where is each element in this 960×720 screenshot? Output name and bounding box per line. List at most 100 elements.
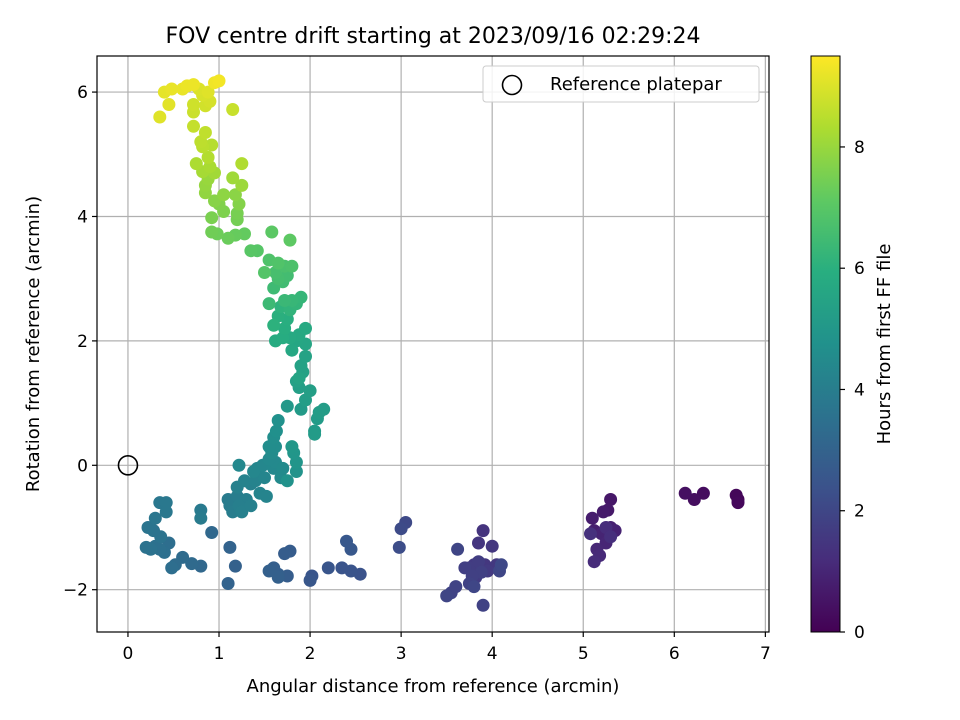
data-point: [198, 126, 212, 139]
data-point: [221, 231, 235, 245]
data-point: [285, 343, 299, 357]
data-point: [259, 489, 273, 503]
data-point: [303, 573, 317, 587]
data-point: [278, 294, 292, 307]
y-axis-label: Rotation from reference (arcmin): [23, 196, 44, 492]
data-point: [267, 318, 281, 332]
colorbar-tick-label: 6: [854, 259, 865, 279]
data-point: [731, 496, 745, 510]
data-point: [262, 564, 276, 578]
data-point: [340, 534, 353, 548]
data-points: [139, 74, 745, 612]
data-point: [159, 496, 173, 510]
data-point: [139, 540, 153, 554]
data-point: [278, 547, 292, 561]
data-point: [228, 559, 242, 573]
data-point: [467, 580, 481, 594]
colorbar-tick-label: 8: [854, 138, 865, 158]
data-point: [165, 561, 179, 575]
data-point: [212, 74, 226, 88]
data-point: [289, 465, 303, 478]
data-point: [205, 225, 219, 239]
y-tick-label: 6: [77, 83, 88, 103]
data-point: [262, 297, 276, 311]
data-point: [235, 157, 249, 171]
colorbar-tick-label: 4: [854, 380, 865, 400]
legend-box: [482, 65, 760, 103]
x-tick-label: 5: [578, 644, 589, 664]
data-point: [271, 570, 285, 584]
y-tick-label: 2: [77, 332, 88, 352]
data-point: [217, 188, 231, 202]
data-point: [335, 561, 349, 575]
reference-platepar-marker: [117, 454, 139, 476]
data-point: [285, 259, 299, 273]
data-point: [235, 505, 249, 519]
data-point: [584, 527, 597, 541]
data-point: [226, 171, 240, 185]
data-point: [148, 511, 162, 525]
data-point: [285, 440, 299, 454]
data-point: [226, 103, 240, 116]
data-point: [271, 256, 285, 270]
legend-open-circle-icon: [501, 74, 523, 96]
data-point: [472, 555, 485, 569]
data-point: [604, 493, 618, 506]
data-point: [269, 424, 283, 438]
data-point: [451, 542, 465, 556]
data-point: [159, 505, 173, 519]
y-tick-label: 0: [77, 456, 88, 476]
data-point: [223, 540, 237, 554]
data-point: [189, 157, 203, 171]
x-tick-label: 2: [305, 644, 316, 664]
data-point: [696, 486, 710, 500]
chart-title: FOV centre drift starting at 2023/09/16 …: [166, 24, 701, 49]
data-point: [165, 82, 179, 96]
data-point: [205, 526, 219, 539]
data-point: [596, 505, 610, 519]
legend: Reference platepar: [482, 65, 760, 103]
data-point: [205, 211, 219, 225]
data-point: [185, 557, 199, 571]
data-point: [235, 178, 249, 192]
data-point: [153, 110, 167, 124]
y-tick-label: −2: [63, 581, 88, 601]
x-tick-label: 1: [214, 644, 225, 664]
y-axis-ticks: −2 0 2 4 6: [63, 83, 97, 601]
data-point: [228, 188, 242, 202]
data-point: [321, 561, 335, 575]
data-point: [271, 414, 285, 427]
data-point: [208, 194, 221, 208]
data-point: [141, 521, 155, 534]
x-tick-label: 3: [396, 644, 407, 664]
data-point: [247, 465, 261, 478]
x-tick-label: 4: [487, 644, 498, 664]
data-point: [238, 474, 251, 488]
data-point: [604, 530, 618, 544]
data-point: [276, 461, 290, 475]
data-point: [687, 493, 701, 506]
x-tick-label: 0: [123, 644, 134, 664]
data-point: [394, 522, 408, 536]
data-point: [308, 427, 322, 441]
data-point: [258, 266, 271, 279]
data-point: [187, 78, 200, 92]
data-point: [201, 150, 215, 164]
data-point: [194, 511, 208, 525]
data-point: [244, 244, 258, 258]
data-point: [317, 402, 331, 416]
data-point: [201, 85, 215, 99]
data-point: [187, 98, 200, 111]
data-point: [472, 536, 485, 550]
data-point: [485, 539, 499, 553]
data-point: [187, 119, 200, 133]
data-point: [299, 349, 312, 363]
colorbar-tick-label: 0: [854, 623, 865, 643]
colorbar-tick-label: 2: [854, 502, 865, 522]
data-point: [280, 474, 294, 488]
data-point: [476, 598, 490, 612]
data-point: [587, 555, 601, 569]
data-point: [299, 321, 312, 335]
data-point: [283, 233, 297, 247]
data-point: [280, 399, 294, 413]
